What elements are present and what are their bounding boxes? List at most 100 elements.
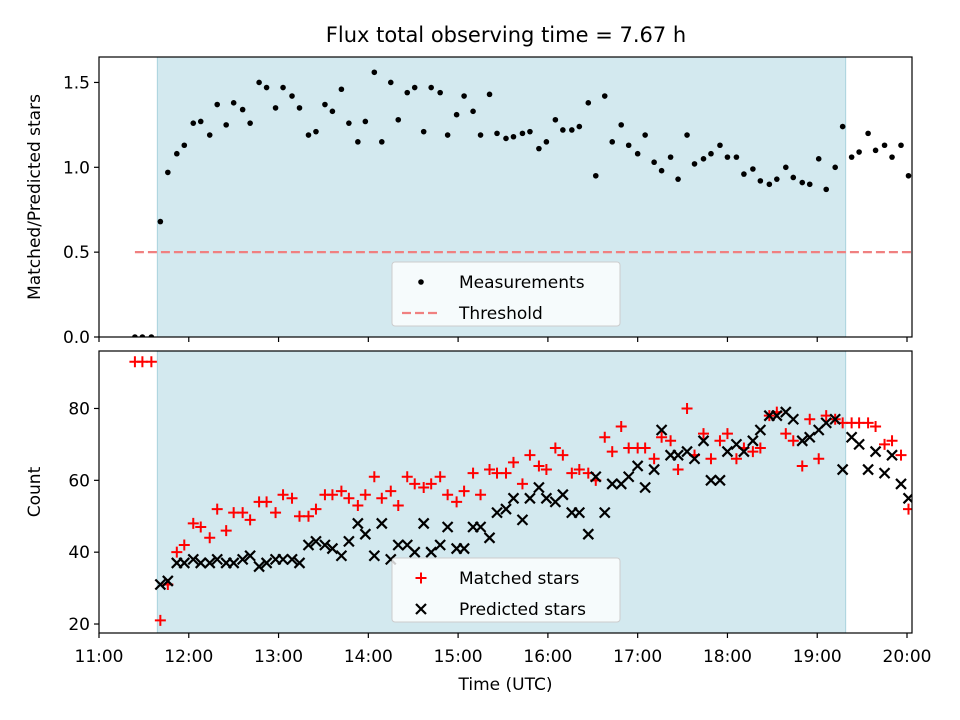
predicted-stars-point [277,553,289,566]
matched-stars-point [484,464,496,476]
predicted-stars-point [343,535,355,548]
measurement-point [625,142,632,149]
predicted-stars-point [582,528,595,540]
measurement-point [329,108,336,115]
axes-frame [98,56,913,338]
measurement-point [839,123,846,130]
matched-stars-point [145,356,157,368]
predicted-stars-point [310,535,322,548]
predicted-stars-point [771,409,783,422]
predicted-stars-point [705,474,717,487]
predicted-stars-point [253,560,265,573]
x-tick-label: 19:00 [793,647,842,667]
measurement-point [618,122,625,128]
matched-stars-point [549,442,561,454]
matched-stars-point [507,456,519,468]
predicted-stars-point [886,449,898,461]
measurement-point [832,164,838,171]
legend-box [391,557,621,623]
measurement-point [305,132,312,138]
matched-stars-point [352,499,364,511]
matched-stars-point [714,435,726,447]
measurement-point [190,120,197,126]
measurement-point [486,91,493,98]
measurement-point [148,334,155,337]
matched-stars-point [442,489,454,501]
measurement-point [165,169,171,176]
matched-stars-point [204,532,216,544]
matched-stars-point [475,489,487,501]
predicted-stars-point [458,542,470,555]
matched-stars-point [418,482,430,494]
measurement-point [856,149,862,155]
predicted-stars-point [408,546,421,558]
measurement-point [214,101,221,108]
matched-stars-point [195,521,207,533]
matched-stars-point [787,435,799,447]
y-tick-label: 1.0 [63,158,90,178]
measurement-point [174,150,180,157]
x-tick-label: 15:00 [434,647,483,667]
matched-stars-point [154,614,166,626]
measurement-point [510,133,517,140]
matched-stars-point [244,514,256,526]
matched-stars-point [171,546,183,558]
measurement-point [601,93,608,99]
measurement-point [651,159,657,166]
measurement-point [585,100,592,106]
measurement-point [848,154,855,160]
matched-stars-point [500,467,512,479]
predicted-stars-point [244,549,256,562]
y-axis-label: Count [25,466,45,517]
measurement-point [658,167,665,174]
predicted-stars-point [335,549,348,562]
measurement-point [774,176,780,182]
matched-stars-point [945,583,956,594]
predicted-stars-point [319,539,331,551]
predicted-stars-point [714,474,726,487]
matched-stars-point [376,492,388,504]
matched-stars-point [425,478,437,490]
predicted-stars-point [697,435,710,447]
matched-stars-point [187,517,199,529]
predicted-stars-point [507,492,520,505]
matched-stars-point [656,431,668,443]
matched-stars-point [606,446,618,458]
measurement-point [609,139,616,145]
measurement-point [881,142,888,149]
measurement-point [503,135,509,142]
measurement-point [477,132,484,138]
matched-stars-point [919,583,930,594]
measurement-point [592,172,599,179]
legend-label: Matched stars [459,569,579,589]
matched-stars-point [870,420,882,432]
predicted-stars-point [829,413,841,426]
predicted-stars-point [154,578,167,591]
measurement-point [642,132,648,138]
measurement-point [132,334,138,337]
measurement-point [700,156,707,162]
predicted-stars-point [622,470,635,483]
predicted-stars-point [491,506,503,519]
matched-stars-point [721,428,733,440]
measurement-point [560,127,566,133]
legend-box [391,261,621,327]
predicted-stars-point [392,539,405,551]
matched-stars-point [524,449,536,461]
matched-stars-point [434,471,446,483]
measurement-point [865,130,871,137]
y-tick-label: 80 [68,399,90,419]
matched-stars-point [392,499,404,511]
x-tick-label: 12:00 [164,647,213,667]
matched-stars-point [796,460,808,472]
predicted-stars-point [573,506,586,519]
measurement-point [461,93,467,99]
measurement-point [387,79,394,86]
predicted-stars-point [376,517,388,530]
measurement-point [437,89,443,96]
measurement-point [806,181,813,188]
legend: Measurements Threshold [391,261,621,327]
matched-stars-point [672,464,684,476]
matched-stars-point [178,539,190,551]
y-axis-label: Matched/Predicted stars [25,94,45,300]
